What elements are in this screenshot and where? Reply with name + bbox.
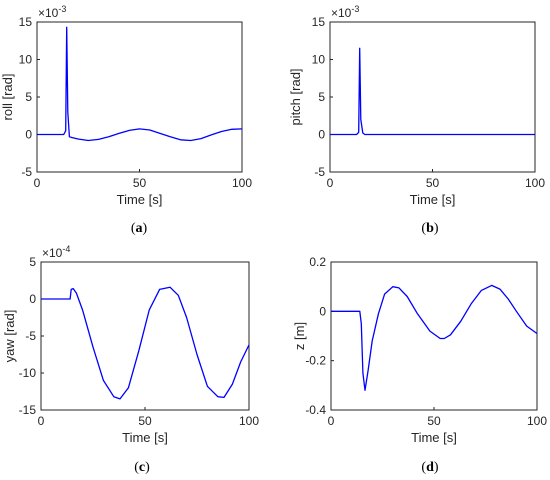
series-line xyxy=(41,286,250,400)
y-tick-label: 5 xyxy=(318,90,325,104)
series-line xyxy=(331,284,538,391)
y-tick-label: 15 xyxy=(312,15,326,29)
y-tick-label: -5 xyxy=(25,329,36,343)
y-tick-label: 0 xyxy=(318,128,325,142)
y-axis-label: roll [rad] xyxy=(0,74,15,121)
plot-frame xyxy=(36,21,243,173)
y-tick-label: -5 xyxy=(314,165,325,179)
x-axis-label: Time [s] xyxy=(122,430,168,445)
y-tick-label: -0.2 xyxy=(305,354,326,368)
x-tick-label: 0 xyxy=(38,414,45,428)
x-axis-label: Time [s] xyxy=(117,192,163,207)
y-tick-label: 10 xyxy=(19,53,33,67)
subplot-caption: (b) xyxy=(421,221,438,236)
x-tick-label: 0 xyxy=(328,414,335,428)
y-tick-label: 0.2 xyxy=(309,255,326,269)
axis-multiplier: ×10-3 xyxy=(38,4,66,20)
y-axis-label: z [m] xyxy=(292,322,307,350)
series-line xyxy=(330,47,535,136)
subplot-d: 0 50 100 -0.4 -0.2 0 0.2 Time [s] z [m] (d) xyxy=(292,255,547,475)
x-tick-label: 0 xyxy=(327,176,334,190)
subplot-c: 0 50 100 -15 -10 -5 0 5 ×10-4 Time [s] yaw [rad] (c… xyxy=(2,244,259,475)
axis-multiplier: ×10-3 xyxy=(331,4,359,20)
y-tick-label: -5 xyxy=(21,165,32,179)
x-axis-label: Time [s] xyxy=(411,430,457,445)
y-tick-label: 15 xyxy=(19,15,33,29)
y-tick-label: 0 xyxy=(319,304,326,318)
y-tick-label: -0.4 xyxy=(305,403,326,417)
x-tick-label: 100 xyxy=(527,414,547,428)
y-tick-label: 10 xyxy=(312,53,326,67)
x-tick-label: 50 xyxy=(426,176,440,190)
axis-multiplier: ×10-4 xyxy=(42,244,70,260)
y-tick-label: 0 xyxy=(25,128,32,142)
series-line xyxy=(37,26,243,142)
x-tick-label: 50 xyxy=(138,414,152,428)
plot-frame xyxy=(40,261,250,411)
y-tick-label: 5 xyxy=(29,255,36,269)
x-tick-label: 50 xyxy=(133,176,147,190)
subplot-caption: (d) xyxy=(421,460,438,475)
x-tick-label: 100 xyxy=(239,414,259,428)
x-axis-label: Time [s] xyxy=(410,192,456,207)
x-tick-label: 0 xyxy=(34,176,41,190)
y-axis-label: pitch [rad] xyxy=(288,68,303,125)
x-tick-label: 50 xyxy=(427,414,441,428)
y-tick-label: -10 xyxy=(19,366,37,380)
subplot-caption: (a) xyxy=(131,221,148,236)
x-tick-label: 100 xyxy=(232,176,252,190)
y-tick-label: 5 xyxy=(25,90,32,104)
plot-frame xyxy=(329,21,536,173)
y-tick-label: -15 xyxy=(19,403,37,417)
y-tick-label: 0 xyxy=(29,292,36,306)
x-tick-label: 100 xyxy=(525,176,545,190)
y-axis-label: yaw [rad] xyxy=(2,310,17,363)
subplot-caption: (c) xyxy=(134,460,150,475)
